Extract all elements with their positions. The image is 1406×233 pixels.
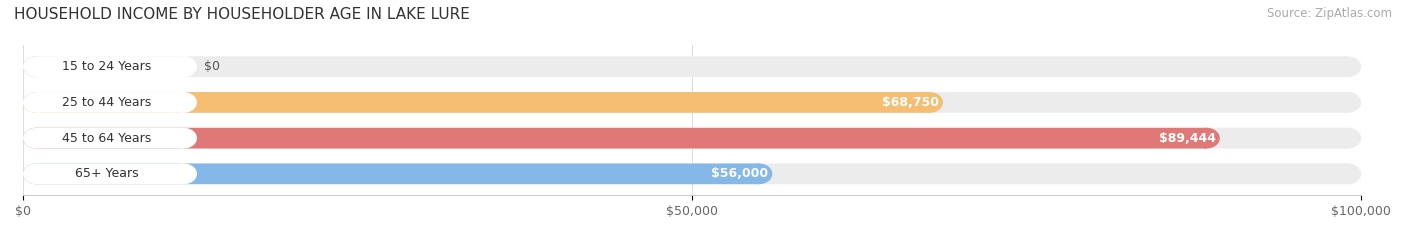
Ellipse shape [22,92,49,113]
FancyBboxPatch shape [37,92,1348,113]
FancyBboxPatch shape [37,92,184,113]
Ellipse shape [22,128,49,148]
Ellipse shape [22,128,49,148]
Ellipse shape [1334,164,1361,184]
Ellipse shape [22,164,49,184]
Ellipse shape [22,92,49,113]
Ellipse shape [170,128,197,148]
Text: 45 to 64 Years: 45 to 64 Years [62,132,150,145]
Text: $68,750: $68,750 [882,96,939,109]
Text: $89,444: $89,444 [1159,132,1216,145]
Text: 65+ Years: 65+ Years [75,167,138,180]
Ellipse shape [170,56,197,77]
FancyBboxPatch shape [37,92,929,113]
Text: 15 to 24 Years: 15 to 24 Years [62,60,150,73]
Text: $56,000: $56,000 [711,167,768,180]
Ellipse shape [747,164,772,184]
FancyBboxPatch shape [37,164,184,184]
Ellipse shape [22,164,49,184]
Ellipse shape [22,56,49,77]
FancyBboxPatch shape [37,128,1206,148]
Ellipse shape [1334,56,1361,77]
Ellipse shape [22,92,49,113]
Text: $0: $0 [204,60,219,73]
Text: 25 to 44 Years: 25 to 44 Years [62,96,150,109]
FancyBboxPatch shape [37,128,1348,148]
Text: HOUSEHOLD INCOME BY HOUSEHOLDER AGE IN LAKE LURE: HOUSEHOLD INCOME BY HOUSEHOLDER AGE IN L… [14,7,470,22]
FancyBboxPatch shape [37,128,184,148]
Ellipse shape [1334,128,1361,148]
Ellipse shape [170,164,197,184]
Text: Source: ZipAtlas.com: Source: ZipAtlas.com [1267,7,1392,20]
Ellipse shape [1194,128,1220,148]
Ellipse shape [170,92,197,113]
Ellipse shape [22,128,49,148]
FancyBboxPatch shape [37,164,1348,184]
Ellipse shape [22,164,49,184]
Ellipse shape [22,56,49,77]
Ellipse shape [22,56,49,77]
FancyBboxPatch shape [37,56,184,77]
Ellipse shape [917,92,943,113]
Ellipse shape [1334,92,1361,113]
FancyBboxPatch shape [37,164,759,184]
FancyBboxPatch shape [37,56,1348,77]
